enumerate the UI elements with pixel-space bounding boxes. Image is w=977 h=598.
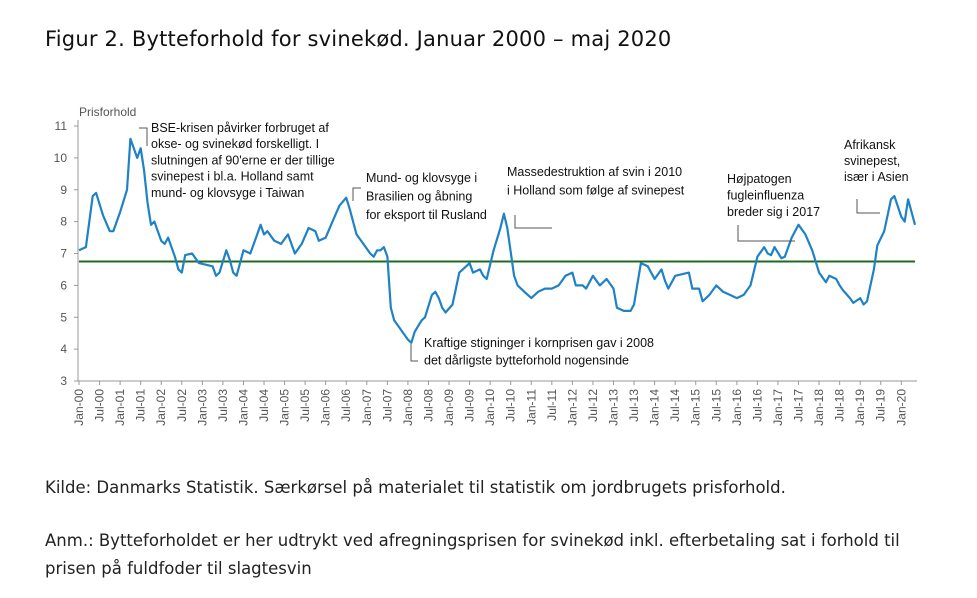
figure-title: Figur 2. Bytteforhold for svinekød. Janu… (45, 27, 672, 51)
annotation-line: Mund- og klovsyge i (366, 171, 477, 185)
annotation-line: breder sig i 2017 (727, 205, 820, 219)
y-tick-label: 6 (60, 278, 67, 292)
x-tick-label: Jul-07 (380, 389, 394, 422)
annotation-line: Kraftige stigninger i kornprisen gav i 2… (424, 336, 654, 350)
annotation-line: mund- og klovsyge i Taiwan (151, 186, 304, 200)
x-tick-label: Jul-17 (792, 389, 806, 422)
annotation-bse: BSE-krisen påvirker forbruget af okse- og… (139, 121, 335, 200)
x-tick-label: Jan-12 (565, 389, 579, 426)
y-tick-label: 7 (60, 247, 67, 261)
y-tick-label: 8 (60, 215, 67, 229)
source-text: Kilde: Danmarks Statistik. Særkørsel på … (45, 478, 786, 497)
x-tick-label: Jul-09 (463, 389, 477, 422)
annotation-afrikansk-svinepest: Afrikansk svinepest, især i Asien (844, 138, 909, 214)
x-tick-label: Jan-02 (154, 389, 168, 426)
x-tick-label: Jul-13 (627, 389, 641, 422)
y-axis-label: Prisforhold (79, 105, 136, 119)
y-axis: 3 4 5 6 7 8 9 10 11 Prisforhold (54, 105, 137, 388)
annotation-leader (737, 225, 795, 242)
annotation-leader (410, 344, 418, 362)
annotation-line: det dårligste bytteforhold nogensinde (424, 354, 629, 368)
x-tick-label: Jan-11 (524, 389, 538, 425)
x-tick-label: Jul-06 (339, 389, 353, 422)
annotation-line: i Holland som følge af svinepest (507, 184, 685, 198)
annotation-massedestruktion: Massedestruktion af svin i 2010 i Holland… (507, 165, 685, 229)
x-tick-label: Jan-04 (236, 389, 250, 426)
series-line (78, 137, 917, 344)
x-axis: Jan-00 Jul-00 Jan-01 Jul-01 Jan-02 Jul-02 Jan-… (72, 380, 917, 426)
x-tick-label: Jul-16 (750, 389, 764, 422)
y-tick-label: 4 (60, 342, 67, 356)
y-tick-label: 5 (60, 310, 67, 324)
x-tick-label: Jan-19 (853, 389, 867, 426)
annotation-leader (514, 215, 552, 229)
x-tick-label: Jan-20 (894, 389, 908, 426)
annotation-leader (139, 127, 148, 146)
x-tick-label: Jan-10 (483, 389, 497, 426)
annotation-line: okse- og svinekød forskelligt. I (151, 137, 319, 151)
annotations: BSE-krisen påvirker forbruget af okse- og… (139, 121, 909, 368)
x-tick-label: Jul-12 (586, 389, 600, 422)
x-tick-label: Jan-07 (360, 389, 374, 426)
annotation-fugleinfluenza: Højpatogen fugleinfluenza breder sig i 201… (727, 172, 820, 242)
x-tick-label: Jul-18 (833, 389, 847, 422)
x-tick-label: Jul-11 (545, 389, 559, 421)
series (78, 137, 917, 344)
annotation-leader (352, 187, 361, 201)
y-tick-label: 10 (54, 151, 68, 165)
y-tick-label: 3 (60, 374, 67, 388)
annotation-line: svinepest i bl.a. Holland samt (151, 170, 314, 184)
x-tick-label: Jan-15 (689, 389, 703, 426)
y-tick-label: 11 (55, 119, 68, 133)
note-text: Anm.: Bytteforholdet er her udtrykt ved … (45, 531, 900, 578)
x-tick-label: Jan-16 (730, 389, 744, 426)
x-tick-label: Jul-03 (216, 389, 230, 422)
y-tick-label: 9 (60, 183, 67, 197)
x-tick-label: Jul-05 (298, 389, 312, 422)
annotation-line: for eksport til Rusland (366, 208, 487, 222)
x-tick-label: Jul-15 (709, 389, 723, 422)
x-tick-label: Jul-19 (874, 389, 888, 422)
annotation-leader (856, 199, 880, 214)
annotation-line: Højpatogen (727, 172, 792, 186)
x-tick-label: Jul-08 (421, 389, 435, 422)
x-tick-label: Jan-13 (606, 389, 620, 426)
x-tick-label: Jan-03 (195, 389, 209, 426)
x-tick-label: Jan-18 (812, 389, 826, 426)
x-tick-label: Jan-14 (648, 389, 662, 426)
annotation-kornpris: Kraftige stigninger i kornprisen gav i 2… (410, 336, 654, 368)
x-tick-label: Jan-01 (113, 389, 127, 426)
annotation-line: fugleinfluenza (727, 189, 804, 203)
x-tick-label: Jan-09 (442, 389, 456, 426)
annotation-mund-klovsyge: Mund- og klovsyge i Brasilien og åbning fo… (352, 171, 487, 222)
annotation-line: svinepest, (844, 154, 900, 168)
x-tick-label: Jan-17 (771, 389, 785, 426)
x-tick-label: Jul-00 (93, 389, 107, 422)
x-tick-label: Jan-08 (401, 389, 415, 426)
x-tick-label: Jan-05 (278, 389, 292, 426)
x-tick-label: Jul-02 (175, 389, 189, 422)
annotation-line: slutningen af 90'erne er der tillige (151, 153, 335, 167)
x-tick-label: Jul-04 (257, 389, 271, 422)
annotation-line: BSE-krisen påvirker forbruget af (151, 121, 329, 135)
annotation-line: især i Asien (844, 170, 909, 184)
x-tick-label: Jul-10 (504, 389, 518, 422)
annotation-line: Afrikansk (844, 138, 896, 152)
x-tick-label: Jul-01 (134, 389, 148, 422)
annotation-line: Massedestruktion af svin i 2010 (507, 165, 682, 179)
annotation-line: Brasilien og åbning (366, 190, 472, 204)
x-tick-label: Jan-00 (72, 389, 86, 426)
x-tick-label: Jul-14 (668, 389, 682, 422)
x-tick-label: Jan-06 (319, 389, 333, 426)
